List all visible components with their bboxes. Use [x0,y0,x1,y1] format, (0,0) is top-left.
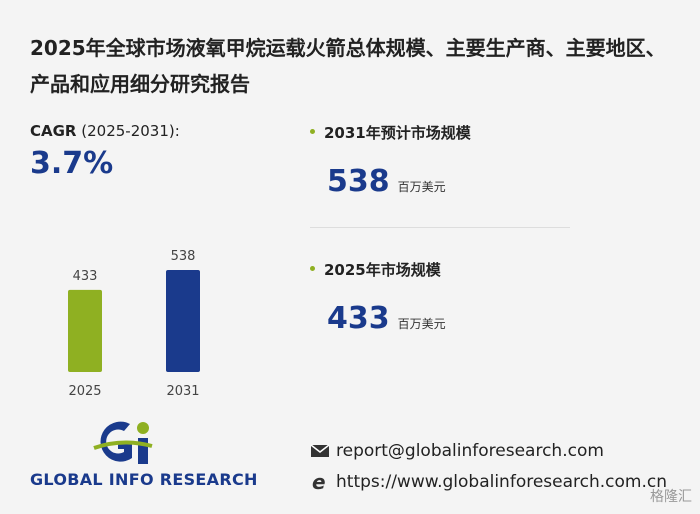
mail-icon [310,444,330,457]
web-icon: e [312,470,326,494]
metric: 433 百万美元 [327,301,446,336]
metric-value: 538 [327,164,390,199]
title: 2025年全球市场液氧甲烷运载火箭总体规模、主要生产商、主要地区、产品和应用细分… [30,36,666,96]
bar-chart: 433 2025 538 2031 [68,249,200,399]
logo-icon [93,421,153,464]
metric-label: 2025年市场规模 [310,259,441,280]
logo-text: GLOBAL INFO RESEARCH [30,470,258,489]
website: e https://www.globalinforesearch.com.cn [310,470,668,494]
cagr-label: CAGR (2025-2031): [30,122,180,140]
x-tick-label: 2025 [68,384,101,399]
email: report@globalinforesearch.com [310,441,604,461]
svg-text:e: e [312,472,326,492]
watermark: 格隆汇 [650,489,692,505]
metric: 538 百万美元 [327,164,446,199]
bar [68,289,102,372]
metric-value: 433 [327,301,390,336]
value-label: 433 [73,269,98,284]
bar [166,270,200,372]
value-label: 538 [171,249,196,264]
separator [310,227,570,228]
cagr-name: CAGR [30,122,77,140]
metric-unit: 百万美元 [397,180,446,194]
cagr-period: (2025-2031): [81,122,180,140]
website-text: https://www.globalinforesearch.com.cn [336,472,668,492]
metric-label: 2031年预计市场规模 [310,122,471,143]
x-tick-label: 2031 [166,384,199,399]
cagr-value: 3.7% [30,146,114,181]
metric-unit: 百万美元 [397,317,446,331]
email-text: report@globalinforesearch.com [336,441,604,461]
